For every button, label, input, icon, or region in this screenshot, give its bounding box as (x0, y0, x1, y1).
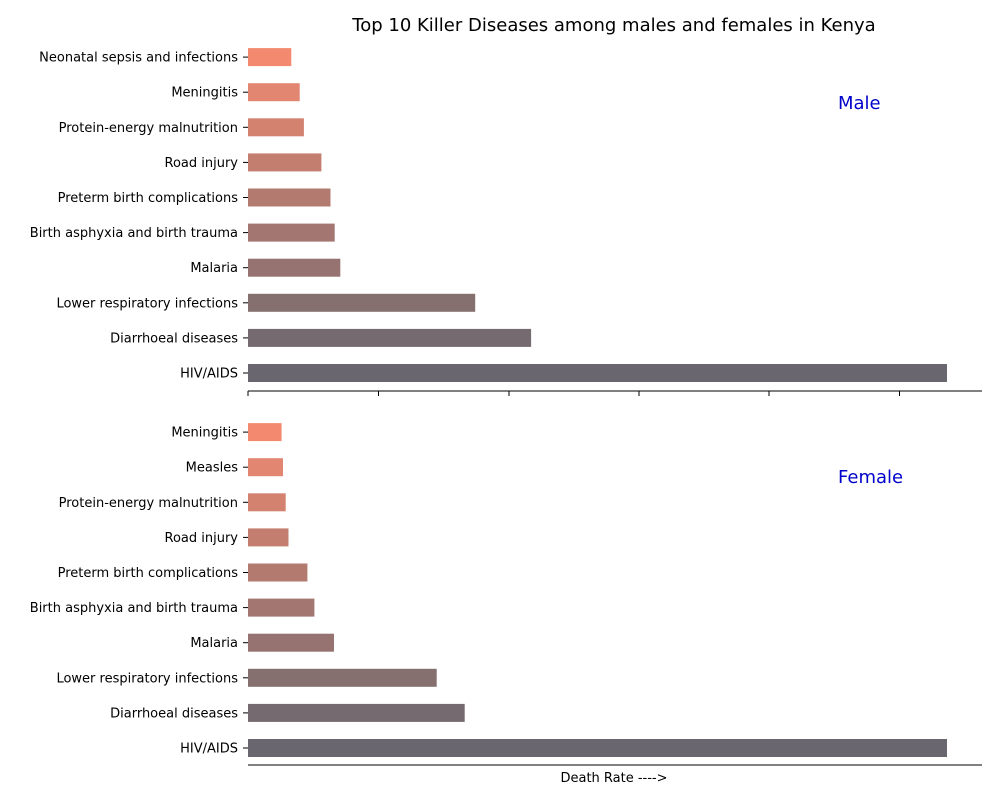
y-tick-label: Preterm birth complications (58, 191, 239, 206)
bar (248, 118, 304, 137)
bar (248, 293, 476, 312)
x-axis-label: Death Rate ----> (560, 771, 667, 786)
bar (248, 423, 282, 442)
bar (248, 703, 465, 722)
y-tick-label: Road injury (165, 531, 239, 546)
y-tick-label: Road injury (165, 156, 239, 171)
female-panel: HIV/AIDS Diarrhoeal diseases Lower respira… (30, 423, 982, 766)
bar (248, 328, 532, 347)
chart-title: Top 10 Killer Diseases among males and f… (351, 15, 875, 36)
y-tick-label: Birth asphyxia and birth trauma (30, 601, 238, 616)
bar (248, 188, 331, 207)
y-tick-label: HIV/AIDS (180, 742, 238, 757)
bar (248, 83, 300, 102)
bar (248, 153, 322, 172)
y-tick-label: Measles (186, 461, 239, 476)
bar (248, 633, 334, 652)
y-tick-label: Protein-energy malnutrition (59, 121, 238, 136)
y-tick-label: Lower respiratory infections (56, 671, 238, 686)
panel-label: Male (838, 93, 881, 114)
y-tick-label: Protein-energy malnutrition (59, 496, 238, 511)
y-tick-label: Meningitis (171, 86, 238, 101)
bar (248, 258, 341, 277)
y-tick-label: Diarrhoeal diseases (110, 706, 238, 721)
bar (248, 458, 283, 477)
bar (248, 48, 292, 67)
y-tick-label: Neonatal sepsis and infections (39, 51, 238, 66)
bar (248, 528, 289, 547)
bar (248, 598, 315, 617)
y-tick-label: Meningitis (171, 426, 238, 441)
y-tick-label: Birth asphyxia and birth trauma (30, 226, 238, 241)
y-tick-label: Lower respiratory infections (56, 296, 238, 311)
bar (248, 364, 947, 382)
bar (248, 563, 308, 582)
male-panel: HIV/AIDS Diarrhoeal diseases Lower respira… (30, 48, 982, 396)
bar (248, 739, 947, 757)
y-tick-label: Diarrhoeal diseases (110, 331, 238, 346)
panel-label: Female (838, 467, 903, 488)
y-tick-label: Preterm birth complications (58, 566, 239, 581)
y-tick-label: Malaria (190, 261, 238, 276)
bar (248, 223, 335, 242)
y-tick-label: Malaria (190, 636, 238, 651)
bar (248, 668, 437, 687)
bar (248, 493, 286, 512)
y-tick-label: HIV/AIDS (180, 367, 238, 382)
